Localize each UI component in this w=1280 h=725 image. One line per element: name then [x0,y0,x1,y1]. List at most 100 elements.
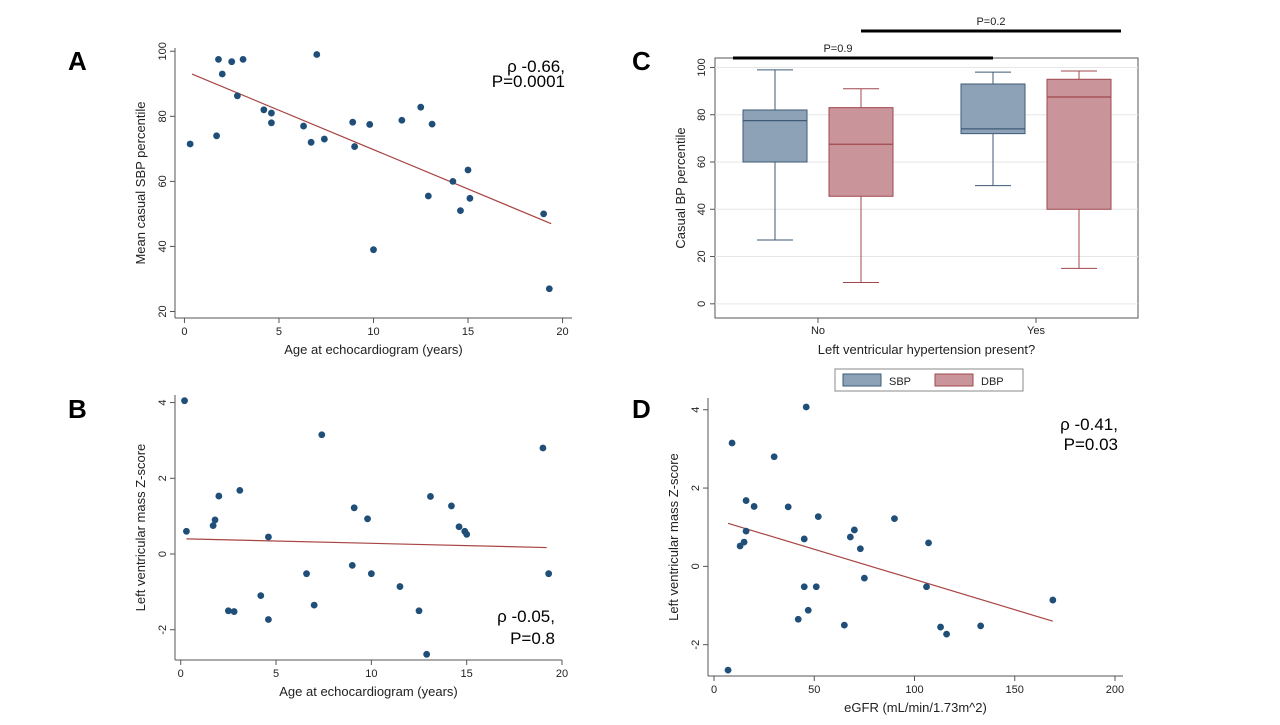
panel-a-data-point [464,166,472,174]
panel-d-data-point [937,623,944,631]
panel-b-x-tick-label: 0 [178,668,184,680]
panel-d-data-point [742,527,750,535]
panel-c-sbp-yes-box [960,83,1026,135]
panel-a-y-tick-label: 40 [157,240,169,252]
panel-d-x-axis-label: eGFR (mL/min/1.73m^2) [844,700,987,715]
panel-a-data-point [457,207,464,215]
panel-c-category-label: Yes [1027,325,1045,337]
panel-c-comparison-label: P=0.2 [976,16,1005,28]
panel-a-data-point [268,109,275,117]
panel-a-data-point [545,285,553,293]
panel-c-legend [834,368,1024,392]
panel-a-x-tick-label: 20 [556,326,568,338]
panel-b-data-point [350,504,358,512]
panel-a-data-point [300,122,307,130]
panel-a-data-point [307,138,315,146]
panel-b-y-tick-label: 0 [157,551,169,557]
panel-a-y-tick-label: 60 [157,175,169,187]
panel-a-x-tick-label: 15 [462,326,474,338]
panel-b-data-point [257,592,265,600]
panel-a-data-point [320,135,328,143]
panel-b-y-tick-label: 4 [157,400,169,406]
panel-b-data-point [367,570,375,578]
panel-d-y-tick-label: 0 [690,563,702,569]
panel-d-y-tick-label: -2 [690,640,702,650]
panel-a-data-point [428,120,436,128]
panel-d-data-point [943,630,950,638]
panel-b-data-point [318,431,326,439]
panel-b-fit-line [186,538,547,549]
panel-b-data-point [265,533,272,541]
panel-d-data-point [804,606,812,614]
panel-b-x-tick-label: 10 [365,668,377,680]
panel-a-data-point [233,92,241,100]
panel-d-data-point [728,439,736,447]
panel-b-data-point [463,530,471,538]
panel-c-sbp-no-box [742,109,808,163]
panel-b-correlation-annotation: ρ -0.05, [497,607,555,626]
panel-d-x-tick-label: 200 [1106,684,1124,696]
panel-b-data-point [423,650,431,658]
legend-swatch-sbp [842,373,882,387]
panel-b-data-point [364,515,371,523]
panel-d-data-point [800,583,808,591]
panel-d-correlation-annotation: ρ -0.41, [1060,415,1118,434]
panel-d-data-point [925,539,932,547]
panel-a-data-point [370,246,377,254]
panel-c-y-tick-label: 40 [696,203,708,215]
panel-c-dbp-no-box [828,107,894,197]
panel-d-correlation-annotation: P=0.03 [1064,435,1118,454]
panel-a-x-axis-label: Age at echocardiogram (years) [284,342,462,357]
panel-d-data-point [1049,596,1057,604]
panel-d-data-point [784,503,792,511]
panel-b-data-point [427,493,434,500]
panel-b-letter: B [68,394,87,424]
panel-c-y-axis-label: Casual BP percentile [673,127,688,248]
panel-d-data-point [840,621,848,629]
panel-a-correlation-annotation: P=0.0001 [492,72,565,91]
panel-c-y-tick-label: 80 [696,109,708,121]
panel-a-y-tick-label: 80 [157,110,169,122]
panel-b-data-point [415,607,423,615]
panel-d-x-tick-label: 100 [905,684,923,696]
panel-c-category-label: No [811,325,825,337]
panel-d-data-point [802,403,810,411]
panel-a-x-tick-label: 0 [181,326,187,338]
panel-a-data-point [218,70,226,78]
panel-b-data-point [265,616,272,623]
panel-b-data-point [396,583,404,590]
panel-b-x-tick-label: 5 [273,668,279,680]
panel-b-data-point [348,561,356,569]
panel-a-x-tick-label: 5 [276,326,282,338]
legend-swatch-dbp [934,373,974,387]
panel-a-data-point [228,58,236,66]
panel-d-data-point [740,538,748,546]
panel-b-data-point [211,516,219,524]
panel-b-data-point [303,570,310,578]
panel-a-data-point [351,143,358,150]
panel-a-data-point [313,51,321,58]
panel-b-data-point [448,502,455,510]
panel-c-y-tick-label: 0 [696,301,708,307]
panel-a-data-point [213,132,220,140]
panel-b-data-point [539,444,547,452]
panel-d-data-point [794,615,802,623]
panel-d-letter: D [632,394,651,424]
panel-d-data-point [742,497,750,504]
panel-d-y-axis-label: Left ventricular mass Z-score [666,453,681,621]
panel-a-data-point [268,119,275,127]
panel-a-data-point [260,106,268,114]
panel-d-data-point [724,666,732,674]
panel-b-data-point [455,523,463,531]
panel-a-data-point [349,118,357,126]
panel-c-y-tick-label: 100 [696,58,708,76]
panel-b-x-axis-label: Age at echocardiogram (years) [279,684,457,699]
panel-b-data-point [224,607,232,615]
panel-a-data-point [398,116,406,124]
panel-b-data-point [181,397,188,405]
panel-a-y-tick-label: 20 [157,305,169,317]
panel-a-data-point [466,194,474,202]
panel-b-data-point [215,492,223,500]
